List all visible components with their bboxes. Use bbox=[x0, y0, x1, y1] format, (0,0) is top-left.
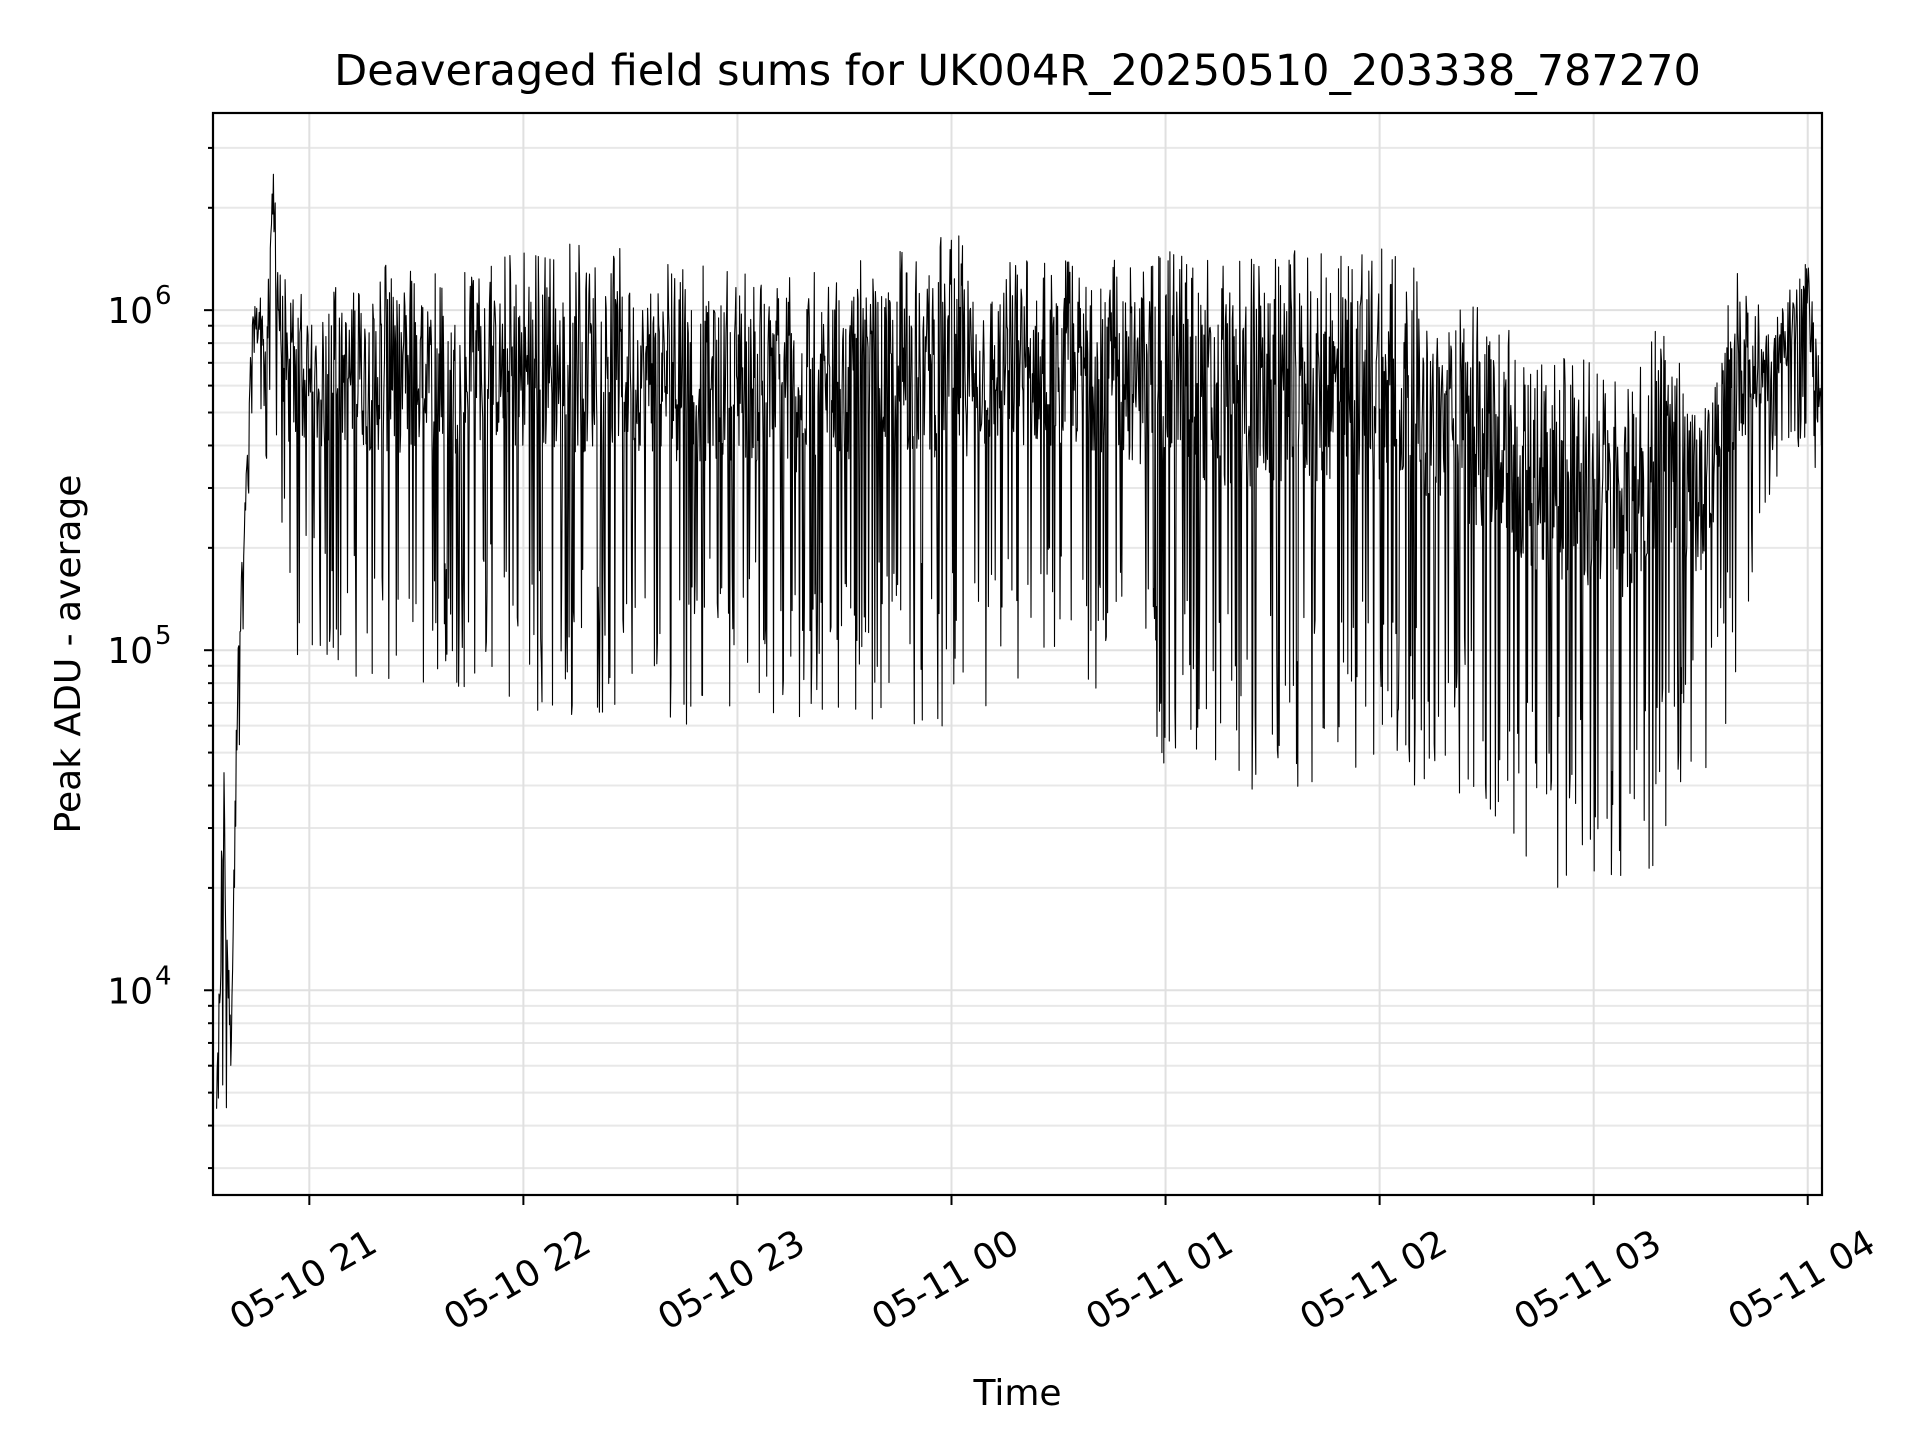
series-line bbox=[216, 173, 1823, 1109]
x-tick-label: 05-10 23 bbox=[651, 1222, 812, 1338]
y-tick-label: 10 bbox=[107, 971, 153, 1012]
y-tick-label: 10 bbox=[107, 631, 153, 672]
x-tick-label: 05-11 03 bbox=[1507, 1222, 1668, 1338]
y-tick-exponent: 6 bbox=[155, 281, 172, 311]
plot-series bbox=[216, 173, 1823, 1109]
y-axis-label: Peak ADU - average bbox=[48, 475, 89, 834]
x-tick-label: 05-10 21 bbox=[223, 1222, 384, 1338]
x-axis-label: Time bbox=[972, 1373, 1061, 1414]
x-tick-label: 05-11 04 bbox=[1722, 1222, 1883, 1338]
x-tick-label: 05-11 01 bbox=[1079, 1222, 1240, 1338]
x-tick-label: 05-11 02 bbox=[1293, 1222, 1454, 1338]
x-tick-label: 05-10 22 bbox=[437, 1222, 598, 1338]
axes-frame bbox=[211, 111, 1824, 1197]
x-axis: 05-10 21 05-10 22 05-10 23 05-11 00 05-11 01… bbox=[223, 1195, 1882, 1339]
chart-title: Deaveraged field sums for UK004R_2025051… bbox=[334, 46, 1701, 96]
x-tick-label: 05-11 00 bbox=[865, 1222, 1026, 1338]
y-tick-label: 10 bbox=[107, 291, 153, 332]
y-tick-exponent: 5 bbox=[155, 621, 172, 651]
y-tick-exponent: 4 bbox=[155, 961, 172, 991]
